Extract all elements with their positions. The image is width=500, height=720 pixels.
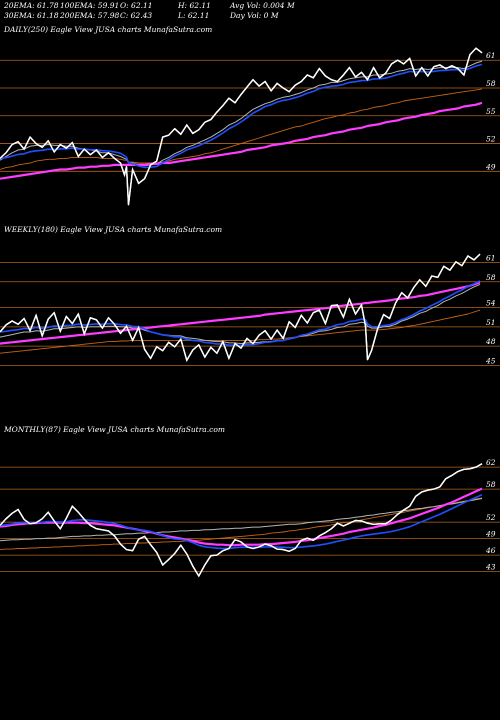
ema-trend-line-daily	[0, 101, 483, 180]
tick-label-monthly-4: 46	[485, 546, 496, 555]
ema-trend-line-weekly	[0, 281, 481, 345]
stat-close: C: 62.43	[120, 11, 153, 20]
tick-label-daily-0: 61	[486, 51, 496, 60]
tick-label-daily-1: 58	[486, 79, 496, 88]
price-line-top-weekly	[0, 253, 481, 363]
tick-label-weekly-4: 48	[485, 337, 496, 346]
ema-short-line-weekly	[0, 283, 481, 345]
chart-panel-weekly: 61 58 54 51 48 45	[0, 253, 500, 366]
ema-fast-line-daily	[0, 63, 483, 169]
ema-trend-line-monthly	[0, 487, 483, 547]
stat-low: L: 62.11	[178, 11, 210, 20]
stat-100ema: 100EMA: 59.91	[60, 1, 120, 10]
ema-fast-line-monthly	[0, 493, 483, 550]
tick-label-daily-3: 52	[486, 135, 496, 144]
tick-label-daily-2: 55	[486, 107, 496, 116]
panel-label-weekly: WEEKLY(180) Eagle View JUSA charts Munaf…	[4, 225, 223, 234]
price-line-top-monthly	[0, 463, 483, 578]
header-stats: 20EMA: 61.78 100EMA: 59.91 O: 62.11 H: 6…	[0, 0, 500, 22]
stat-200ema: 200EMA: 57.98	[60, 11, 120, 20]
tick-label-monthly-2: 52	[486, 513, 496, 522]
tick-label-monthly-5: 43	[485, 563, 496, 572]
tick-label-weekly-5: 45	[485, 356, 496, 365]
stat-avg-vol: Avg Vol: 0.004 M	[230, 1, 295, 10]
ema-short-line-daily	[0, 60, 483, 167]
tick-label-monthly-3: 49	[485, 530, 496, 539]
panel-label-daily: DAILY(250) Eagle View JUSA charts Munafa…	[4, 25, 213, 34]
tick-label-weekly-0: 61	[486, 253, 496, 262]
ema-long-line-weekly	[0, 309, 481, 354]
stat-open: O: 62.11	[120, 1, 153, 10]
chart-panel-monthly: 62 58 52 49 46 43	[0, 458, 500, 578]
tick-label-monthly-1: 58	[486, 480, 496, 489]
tick-label-weekly-1: 58	[486, 273, 496, 282]
ema-long-line-daily	[0, 88, 483, 170]
stat-high: H: 62.11	[178, 1, 211, 10]
price-line-top-daily	[0, 47, 483, 205]
tick-label-weekly-3: 51	[486, 318, 496, 327]
panel-label-monthly: MONTHLY(87) Eagle View JUSA charts Munaf…	[4, 425, 225, 434]
tick-label-monthly-0: 62	[486, 458, 496, 467]
stat-day-vol: Day Vol: 0 M	[230, 11, 279, 20]
stat-20ema: 20EMA: 61.78	[4, 1, 59, 10]
tick-label-daily-4: 49	[485, 162, 496, 171]
ema-long-line-monthly	[0, 497, 483, 551]
chart-panel-daily: 61 58 55 52 49	[0, 47, 500, 206]
tick-label-weekly-2: 54	[486, 299, 496, 308]
stat-30ema: 30EMA: 61.18	[4, 11, 59, 20]
ema-short-line-monthly	[0, 498, 483, 542]
